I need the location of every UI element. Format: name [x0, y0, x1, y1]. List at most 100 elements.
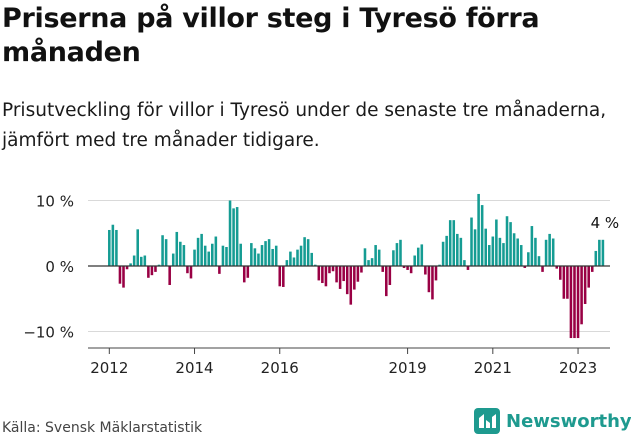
bar [264, 241, 267, 266]
bar [367, 260, 370, 266]
bar [409, 266, 413, 274]
bar [534, 237, 537, 266]
bar [253, 248, 257, 266]
bar [509, 222, 512, 266]
bar [250, 243, 253, 267]
bar [150, 266, 154, 276]
bar [267, 239, 271, 266]
bar [207, 251, 211, 266]
bar [313, 264, 317, 266]
bar [179, 241, 182, 266]
newsworthy-icon [474, 408, 500, 434]
bar [246, 266, 250, 278]
bar [296, 249, 299, 267]
bar [512, 233, 516, 266]
bar [598, 239, 601, 266]
bar [139, 256, 143, 266]
x-tick-label: 2012 [90, 359, 128, 377]
bar [385, 266, 388, 297]
bar [271, 248, 274, 266]
bar [590, 266, 594, 272]
bar [175, 231, 179, 266]
bar [402, 266, 406, 268]
x-axis: 2012 2014 2016 2019 2021 2023 [88, 347, 610, 377]
bar [370, 258, 374, 266]
bar [466, 266, 470, 270]
bar [456, 233, 459, 266]
bar [541, 266, 544, 272]
bar [235, 207, 239, 266]
bar [480, 205, 484, 266]
bar [221, 245, 225, 266]
chart-subtitle: Prisutveckling för villor i Tyresö under… [2, 100, 607, 151]
bar [594, 250, 598, 266]
bar [132, 255, 136, 266]
bar [353, 266, 356, 290]
bar [108, 229, 111, 266]
bar [115, 229, 118, 266]
bar [289, 251, 292, 266]
bar [445, 235, 448, 266]
bar [324, 266, 328, 287]
bar [196, 237, 200, 266]
bar [214, 236, 218, 266]
bar [186, 266, 189, 274]
bar [473, 229, 477, 266]
bar [189, 266, 193, 279]
bar [580, 266, 583, 325]
last-value-label: 4 % [591, 214, 620, 232]
y-tick-label: 10 % [36, 193, 74, 211]
y-tick-label: 0 % [45, 258, 74, 276]
bars [108, 193, 605, 339]
bar [420, 244, 424, 266]
bar [406, 266, 409, 270]
bar [544, 239, 548, 266]
bar [502, 243, 505, 267]
bar [338, 266, 342, 289]
bar [562, 266, 566, 299]
bar [282, 266, 285, 287]
bar [125, 266, 129, 270]
bar [448, 220, 452, 266]
bar [487, 245, 491, 266]
bar [459, 237, 463, 266]
x-tick-label: 2014 [175, 359, 213, 377]
bar [377, 249, 381, 267]
bar [530, 226, 534, 266]
bar [548, 233, 551, 266]
bar [161, 235, 164, 267]
bar [491, 236, 495, 266]
newsworthy-logo: Newsworthy [474, 408, 631, 434]
bar [527, 252, 530, 267]
bar [122, 266, 125, 288]
bar [285, 260, 289, 266]
bar [356, 266, 360, 282]
bar [306, 239, 310, 266]
bar [413, 255, 416, 266]
bar [395, 243, 399, 267]
y-axis: −10 % 0 % 10 % [23, 193, 74, 342]
bar [225, 247, 228, 266]
bar [452, 220, 456, 266]
bar [129, 263, 132, 266]
bar [438, 264, 441, 266]
bar [427, 266, 431, 293]
bar [328, 266, 331, 274]
bar [363, 248, 367, 266]
bar [388, 266, 392, 285]
chart-title: Priserna på villor steg i Tyresö förra m… [2, 3, 540, 68]
gridlines [88, 200, 610, 332]
bar [431, 266, 434, 300]
bar [555, 266, 559, 269]
bar [381, 266, 385, 272]
bar [424, 266, 427, 275]
bar [573, 266, 576, 339]
x-tick-label: 2016 [261, 359, 299, 377]
bar [321, 266, 324, 284]
bar [498, 237, 502, 266]
x-tick-label: 2021 [474, 359, 512, 377]
bar [477, 193, 480, 266]
bar [537, 256, 541, 266]
bar [441, 241, 445, 266]
y-tick-label: −10 % [23, 324, 74, 342]
